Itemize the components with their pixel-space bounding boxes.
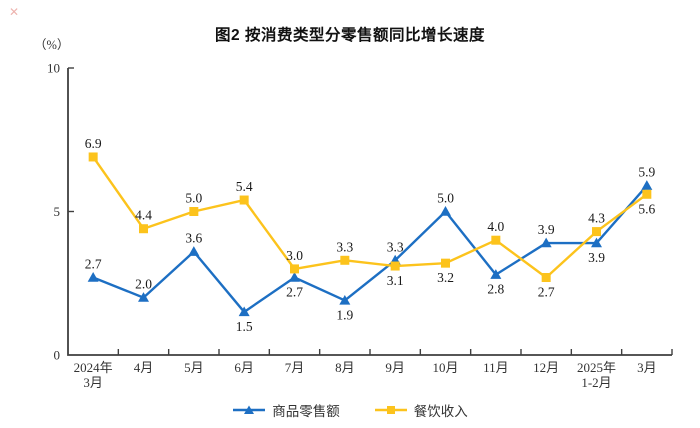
legend-label-goods-retail: 商品零售额 — [272, 404, 340, 419]
catering-income-line-swatch — [374, 406, 407, 414]
legend-label-catering-income: 餐饮收入 — [413, 404, 468, 419]
svg-text:3.3: 3.3 — [336, 239, 353, 254]
svg-text:6.9: 6.9 — [85, 136, 102, 151]
svg-text:2.0: 2.0 — [135, 277, 152, 292]
svg-text:2.7: 2.7 — [538, 285, 555, 300]
y-axis-unit-label: （%） — [34, 38, 70, 52]
svg-text:5.0: 5.0 — [185, 191, 202, 206]
svg-text:1.5: 1.5 — [236, 319, 253, 334]
svg-text:5.9: 5.9 — [638, 165, 655, 180]
svg-text:3.9: 3.9 — [538, 222, 555, 237]
svg-text:10月: 10月 — [432, 360, 458, 375]
chart-title: 图2 按消费类型分零售额同比增长速度 — [215, 27, 485, 44]
red-artifact-mark: ✕ — [9, 5, 20, 19]
svg-text:12月: 12月 — [533, 360, 559, 375]
svg-text:3.0: 3.0 — [286, 248, 303, 263]
svg-text:6月: 6月 — [234, 360, 254, 375]
svg-text:7月: 7月 — [285, 360, 305, 375]
legend-item-goods-retail: 商品零售额 — [232, 400, 340, 420]
svg-text:2.7: 2.7 — [286, 285, 303, 300]
svg-text:8月: 8月 — [335, 360, 355, 375]
svg-text:5.6: 5.6 — [638, 201, 655, 216]
goods-retail-line-swatch — [233, 405, 266, 414]
svg-text:2.7: 2.7 — [85, 257, 102, 272]
svg-text:5月: 5月 — [184, 360, 204, 375]
svg-text:3.3: 3.3 — [387, 239, 404, 254]
svg-text:3.6: 3.6 — [185, 231, 202, 246]
svg-text:4.0: 4.0 — [487, 219, 504, 234]
svg-text:3月: 3月 — [637, 360, 657, 375]
svg-text:3.1: 3.1 — [387, 273, 404, 288]
svg-text:11月: 11月 — [483, 360, 509, 375]
svg-text:4月: 4月 — [134, 360, 154, 375]
svg-text:3.2: 3.2 — [437, 270, 454, 285]
legend-item-catering-income: 餐饮收入 — [374, 400, 468, 420]
svg-text:3.9: 3.9 — [588, 250, 605, 265]
svg-text:5.0: 5.0 — [437, 191, 454, 206]
svg-text:4.3: 4.3 — [588, 211, 605, 226]
svg-text:4.4: 4.4 — [135, 208, 152, 223]
svg-text:1.9: 1.9 — [336, 307, 353, 322]
svg-text:0: 0 — [54, 348, 61, 363]
line-chart-plot-area: 0 5 10 2024年 3月 4月 5月 6月 7月 8月 9月 10月 11月 12月 2025年 1-2… — [47, 61, 673, 390]
svg-text:5.4: 5.4 — [236, 179, 253, 194]
svg-text:9月: 9月 — [385, 360, 405, 375]
chart-legend: 商品零售额 餐饮收入 — [0, 400, 700, 420]
svg-text:10: 10 — [47, 61, 60, 76]
svg-text:5: 5 — [54, 204, 61, 219]
svg-text:2.8: 2.8 — [487, 282, 504, 297]
